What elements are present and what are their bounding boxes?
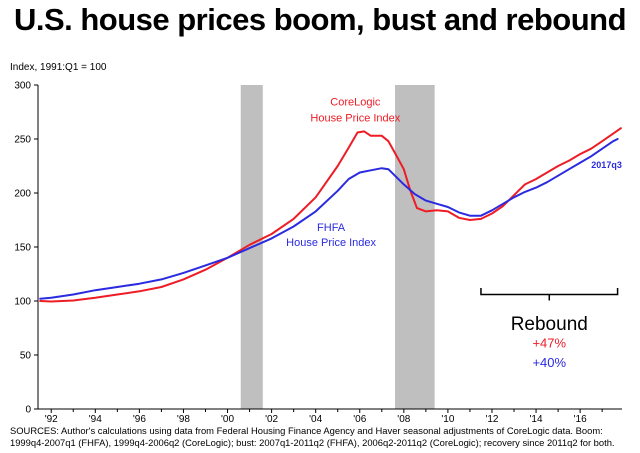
x-tick-label: '08: [397, 414, 410, 425]
y-tick-label: 0: [25, 405, 31, 416]
y-tick-label: 200: [14, 189, 31, 200]
x-tick-label: '96: [133, 414, 146, 425]
x-tick-label: '10: [441, 414, 454, 425]
y-tick-label: 150: [14, 243, 31, 254]
fhfa-label-line1: FHFA: [317, 222, 346, 234]
y-tick-label: 300: [14, 81, 31, 92]
fhfa-series-line: [39, 138, 619, 300]
x-tick-label: '98: [177, 414, 190, 425]
x-tick-label: '04: [309, 414, 322, 425]
x-tick-label: '06: [353, 414, 366, 425]
corelogic-label-line1: CoreLogic: [330, 97, 381, 109]
rebound-value-fhfa: +40%: [532, 355, 566, 370]
shaded-period-bust: [395, 85, 435, 409]
x-tick-label: '12: [485, 414, 498, 425]
y-axis-label: Index, 1991:Q1 = 100: [10, 62, 107, 73]
chart: 0 50 100 150 200 250 300 '92 '94 '96 '98 '00 '02 '04 '…: [14, 81, 622, 425]
fhfa-end-label: 2017q3: [591, 160, 622, 170]
x-tick-label: '16: [574, 414, 587, 425]
rebound-value-corelogic: +47%: [532, 335, 566, 350]
x-tick-label: '94: [89, 414, 102, 425]
y-tick-label: 100: [14, 297, 31, 308]
rebound-bracket: [480, 288, 619, 301]
chart-title: U.S. house prices boom, bust and rebound: [13, 2, 627, 37]
y-tick-label: 50: [20, 351, 32, 362]
x-tick-label: '92: [45, 414, 58, 425]
x-tick-label: '02: [265, 414, 278, 425]
sources-note: SOURCES: Author's calculations using dat…: [10, 425, 615, 448]
corelogic-label-line2: House Price Index: [310, 113, 400, 125]
rebound-title: Rebound: [511, 314, 588, 335]
fhfa-label-line2: House Price Index: [286, 237, 376, 249]
corelogic-series-line: [39, 127, 622, 303]
y-tick-label: 250: [14, 135, 31, 146]
x-tick-label: '14: [530, 414, 543, 425]
x-tick-label: '00: [221, 414, 234, 425]
